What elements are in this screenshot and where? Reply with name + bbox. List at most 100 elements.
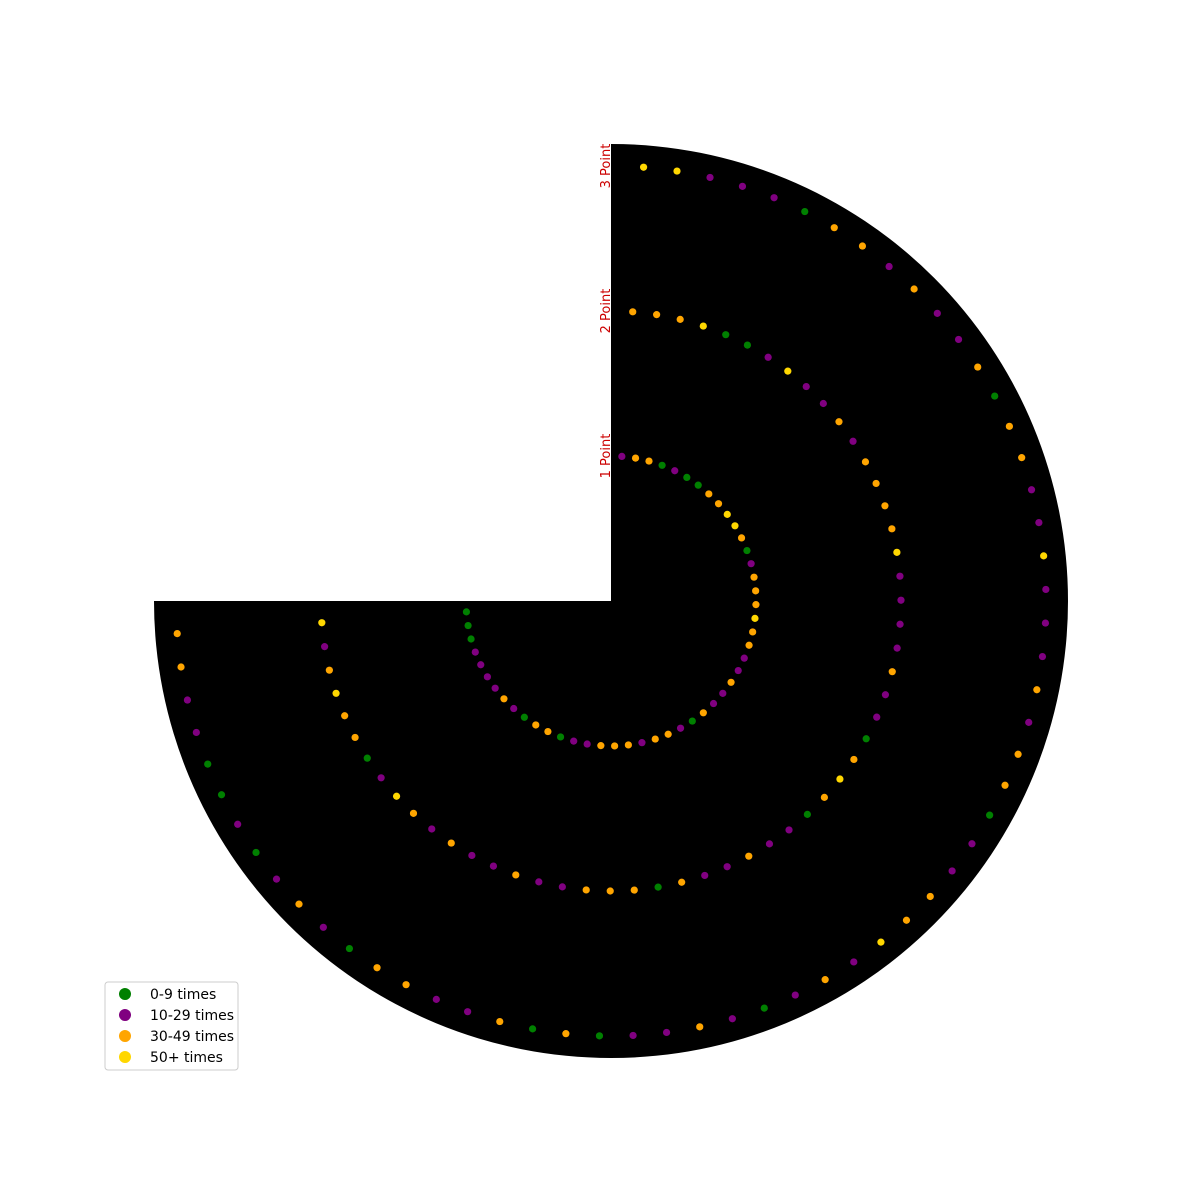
data-point bbox=[653, 311, 660, 318]
data-point bbox=[321, 643, 328, 650]
data-point bbox=[1015, 751, 1022, 758]
data-point bbox=[1042, 586, 1049, 593]
legend-marker bbox=[119, 1009, 131, 1021]
data-point bbox=[804, 811, 811, 818]
data-point bbox=[204, 760, 211, 767]
data-point bbox=[897, 597, 904, 604]
data-point bbox=[318, 619, 325, 626]
data-point bbox=[570, 738, 577, 745]
data-point bbox=[1042, 619, 1049, 626]
data-point bbox=[428, 825, 435, 832]
data-point bbox=[640, 164, 647, 171]
data-point bbox=[177, 663, 184, 670]
data-point bbox=[532, 721, 539, 728]
data-point bbox=[863, 735, 870, 742]
data-point bbox=[882, 691, 889, 698]
data-point bbox=[433, 996, 440, 1003]
data-point bbox=[273, 876, 280, 883]
data-point bbox=[766, 840, 773, 847]
data-point bbox=[765, 354, 772, 361]
data-point bbox=[689, 717, 696, 724]
data-point bbox=[607, 887, 614, 894]
data-point bbox=[464, 1008, 471, 1015]
data-point bbox=[596, 1032, 603, 1039]
data-point bbox=[743, 547, 750, 554]
data-point bbox=[521, 714, 528, 721]
data-point bbox=[645, 457, 652, 464]
data-point bbox=[991, 392, 998, 399]
data-point bbox=[749, 628, 756, 635]
data-point bbox=[295, 901, 302, 908]
data-point bbox=[597, 742, 604, 749]
data-point bbox=[803, 383, 810, 390]
data-point bbox=[785, 826, 792, 833]
data-point bbox=[326, 667, 333, 674]
data-point bbox=[638, 739, 645, 746]
data-point bbox=[934, 310, 941, 317]
data-point bbox=[822, 976, 829, 983]
data-point bbox=[632, 454, 639, 461]
data-point bbox=[631, 886, 638, 893]
data-point bbox=[341, 712, 348, 719]
data-point bbox=[559, 883, 566, 890]
ring-label: 1 Point bbox=[599, 434, 614, 479]
data-point bbox=[484, 673, 491, 680]
data-point bbox=[510, 705, 517, 712]
data-point bbox=[683, 474, 690, 481]
data-point bbox=[731, 522, 738, 529]
data-point bbox=[234, 821, 241, 828]
data-point bbox=[949, 867, 956, 874]
data-point bbox=[464, 622, 471, 629]
data-point bbox=[739, 183, 746, 190]
data-point bbox=[659, 462, 666, 469]
data-point bbox=[986, 812, 993, 819]
data-point bbox=[677, 316, 684, 323]
data-point bbox=[706, 174, 713, 181]
data-point bbox=[801, 208, 808, 215]
data-point bbox=[873, 480, 880, 487]
data-point bbox=[695, 482, 702, 489]
data-point bbox=[468, 852, 475, 859]
data-point bbox=[467, 635, 474, 642]
data-point bbox=[748, 560, 755, 567]
data-point bbox=[500, 695, 507, 702]
data-point bbox=[792, 991, 799, 998]
legend-marker bbox=[119, 1051, 131, 1063]
data-point bbox=[735, 667, 742, 674]
data-point bbox=[1028, 486, 1035, 493]
data-point bbox=[896, 573, 903, 580]
data-point bbox=[881, 502, 888, 509]
data-point bbox=[448, 839, 455, 846]
ring-label: 2 Point bbox=[599, 289, 614, 334]
data-point bbox=[351, 734, 358, 741]
data-point bbox=[618, 453, 625, 460]
data-point bbox=[770, 194, 777, 201]
data-point bbox=[741, 655, 748, 662]
data-point bbox=[751, 615, 758, 622]
data-point bbox=[629, 1032, 636, 1039]
data-point bbox=[850, 756, 857, 763]
data-point bbox=[1001, 782, 1008, 789]
legend-label: 0-9 times bbox=[150, 987, 216, 1003]
legend-label: 10-29 times bbox=[150, 1008, 234, 1024]
legend: 0-9 times 10-29 times 30-49 times 50+ times bbox=[105, 982, 238, 1070]
data-point bbox=[320, 924, 327, 931]
data-point bbox=[544, 728, 551, 735]
ring-label: 3 Point bbox=[599, 144, 614, 189]
data-point bbox=[463, 608, 470, 615]
data-point bbox=[1035, 519, 1042, 526]
data-point bbox=[373, 964, 380, 971]
data-point bbox=[745, 853, 752, 860]
data-point bbox=[174, 630, 181, 637]
data-point bbox=[724, 511, 731, 518]
data-point bbox=[849, 438, 856, 445]
polar-background bbox=[154, 144, 1068, 1058]
data-point bbox=[888, 525, 895, 532]
data-point bbox=[472, 649, 479, 656]
legend-label: 50+ times bbox=[150, 1050, 223, 1066]
data-point bbox=[252, 849, 259, 856]
data-point bbox=[862, 458, 869, 465]
data-point bbox=[836, 775, 843, 782]
data-point bbox=[665, 731, 672, 738]
data-point bbox=[557, 733, 564, 740]
